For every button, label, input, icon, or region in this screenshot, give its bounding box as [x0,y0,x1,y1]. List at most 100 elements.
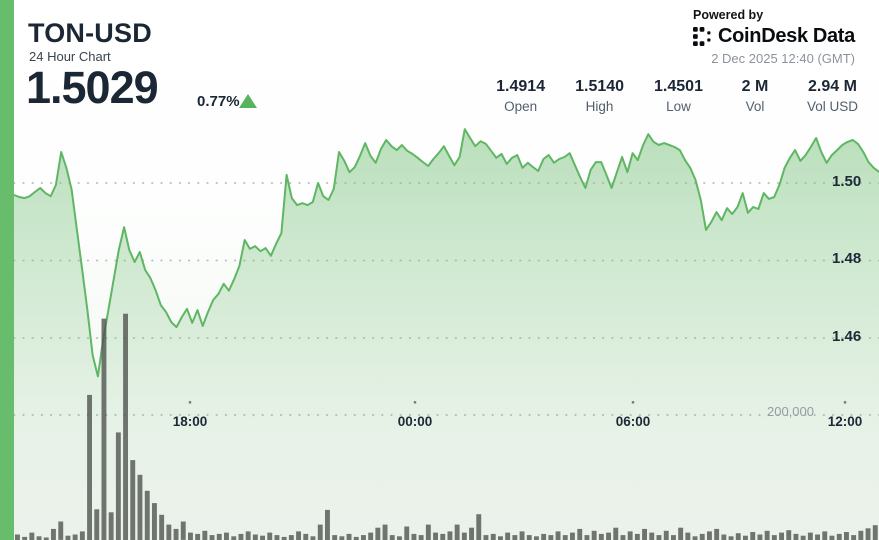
stat-open: 1.4914 Open [496,78,545,114]
volume-bar [123,313,128,540]
page-title: TON-USD [28,18,152,48]
volume-bar [159,514,165,540]
volume-bar [224,532,229,540]
volume-bar [671,535,676,540]
volume-axis-tick-200000: 200,000 [767,404,814,419]
stat-vol-usd: 2.94 M Vol USD [807,78,858,114]
powered-by-label: Powered by [692,8,764,22]
volume-bar [29,532,35,540]
volume-bar [490,533,496,540]
price-line [13,128,879,378]
volume-bar [584,535,590,540]
volume-bar [548,535,554,540]
volume-bar [699,533,705,540]
volume-bar [375,527,381,540]
volume-bar [188,532,193,540]
volume-bar [389,535,395,540]
y-axis-tick-1-46: 1.46 [832,328,862,345]
volume-bar [764,530,770,540]
volume-bar [87,394,92,540]
volume-bar [36,536,42,540]
stat-vol: 2 M Vol [733,78,777,114]
change-percent: 0.77% [197,93,240,110]
coindesk-mark-icon [692,27,711,46]
volume-bar [541,533,547,540]
volume-bar [620,535,626,540]
volume-bar [353,536,359,540]
volume-bar [598,533,604,540]
x-axis-tick-0000: 00:00 [397,414,433,429]
volume-bar [476,514,482,540]
volume-bar [361,535,366,540]
coindesk-wordmark: CoinDesk Data [717,25,855,47]
volume-bar [591,530,597,540]
volume-bar [267,532,273,540]
volume-bar [685,532,691,540]
volume-bar [728,536,734,540]
volume-bar [807,532,813,540]
volume-bar [144,490,150,540]
chart-subtitle: 24 Hour Chart [29,49,111,64]
volume-bar [101,318,107,540]
x-axis-tick-mark [413,401,417,404]
volume-bar [58,521,64,540]
volume-bar [498,536,503,540]
stat-vol-value: 2 M [741,78,769,95]
volume-bar [447,531,453,540]
volume-bar [216,533,222,540]
volume-bar [844,532,849,540]
stat-low-label: Low [666,99,691,114]
x-axis-tick-0600: 06:00 [615,414,651,429]
x-axis-tick-mark [843,401,847,404]
volume-bar [519,531,525,540]
x-axis-tick-1800: 18:00 [172,414,208,429]
volume-bar [22,536,28,540]
volume-bar [735,533,741,540]
volume-bar [173,528,179,540]
volume-bar [260,535,265,540]
volume-bar [663,530,669,540]
volume-bar [274,535,280,540]
volume-bar [613,527,619,540]
volume-bar [209,535,215,540]
volume-bar [786,530,792,540]
volume-bar [325,509,330,540]
price-area-fill [14,129,879,540]
volume-bar [743,535,748,540]
volume-bar [606,532,611,540]
volume-bar [296,531,301,540]
volume-bar [512,535,518,540]
x-axis-tick-mark [188,401,192,404]
volume-bar [130,460,136,540]
volume-bar [252,534,258,540]
volume-bar [793,533,799,540]
volume-bar [851,535,857,540]
volume-bar [815,534,820,540]
stat-low-value: 1.4501 [654,78,703,95]
volume-bar [108,512,114,540]
volume-bar [115,432,121,540]
volume-bar [195,533,201,540]
stat-open-label: Open [504,99,538,114]
volume-bar [858,530,864,540]
stat-vol-usd-label: Vol USD [806,99,858,114]
volume-bar [454,524,460,540]
volume-bar [51,528,56,540]
y-axis-tick-1-50: 1.50 [832,173,862,190]
stat-open-value: 1.4914 [496,78,546,95]
chart-timestamp: 2 Dec 2025 12:40 (GMT) [711,51,855,66]
volume-bar [425,524,431,540]
up-arrow-icon [239,94,257,108]
volume-bar [288,535,294,540]
coindesk-logo[interactable]: CoinDesk Data [692,25,855,48]
volume-bar [346,533,352,540]
volume-bar [656,535,662,540]
y-axis-tick-1-48: 1.48 [832,250,862,267]
volume-bar [483,535,489,540]
volume-bar [721,534,727,540]
x-axis-tick-mark [631,401,635,404]
volume-bar [418,535,424,540]
stat-high: 1.5140 High [575,78,624,114]
